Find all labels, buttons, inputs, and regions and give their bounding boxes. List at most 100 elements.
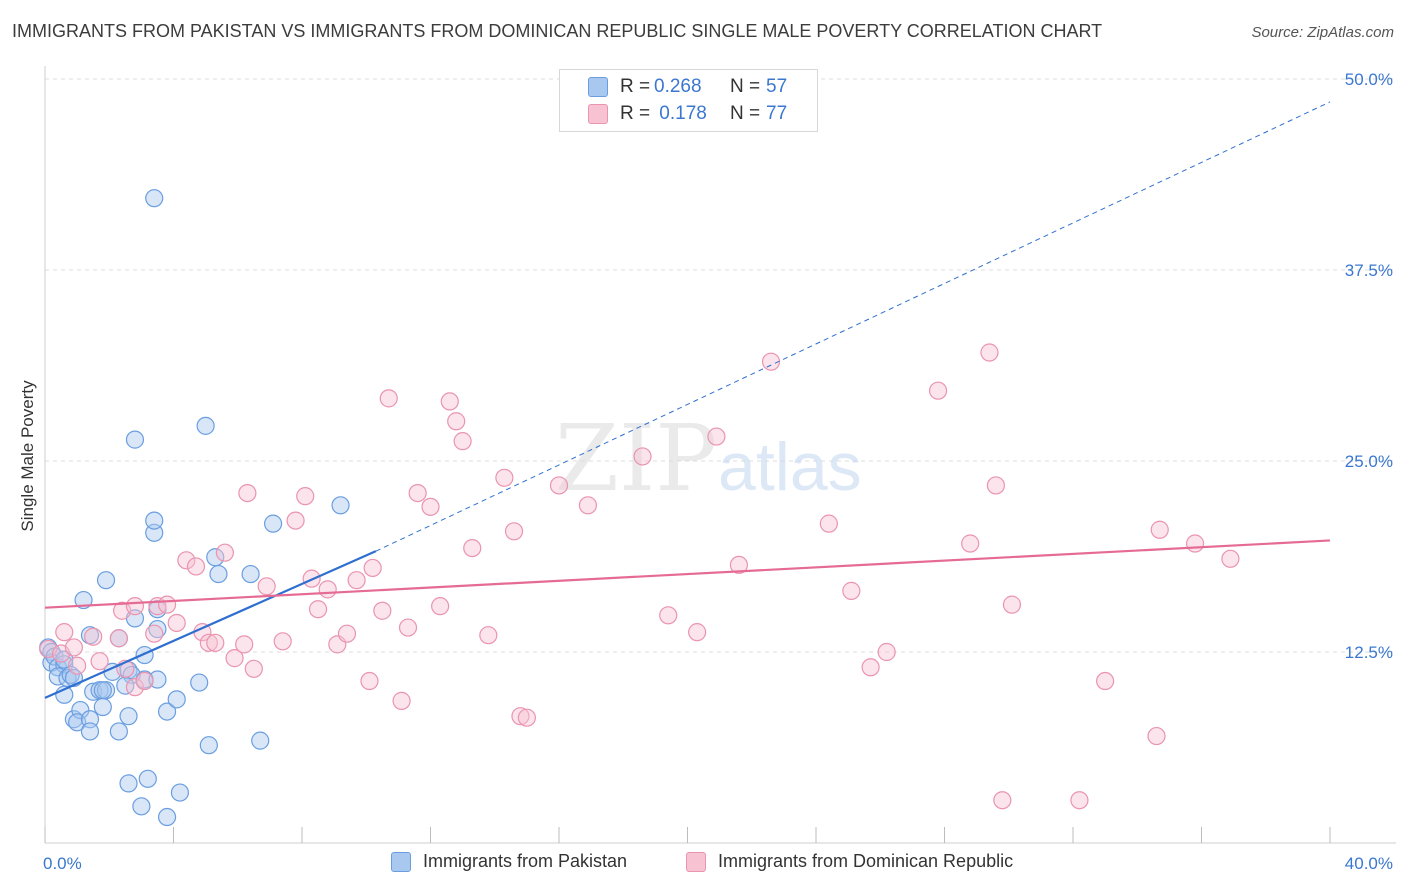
data-point [61, 665, 80, 685]
trend-lines [44, 101, 1331, 699]
data-point [157, 807, 177, 827]
data-point [206, 633, 225, 652]
data-point [447, 412, 466, 431]
data-point [119, 774, 138, 793]
data-point [986, 476, 1006, 495]
data-point [517, 708, 536, 727]
data-point [257, 577, 276, 596]
data-point [74, 590, 93, 610]
data-point [167, 613, 186, 633]
data-point [440, 392, 459, 411]
data-point [1150, 520, 1169, 539]
data-point [96, 571, 116, 590]
data-point [1221, 549, 1240, 568]
y-tick-label: 50.0% [1345, 70, 1393, 89]
legend-label-pakistan: Immigrants from Pakistan [423, 851, 628, 871]
x-tick-labels: 0.0% 40.0% [43, 854, 1393, 873]
watermark: ZIP atlas [555, 405, 862, 512]
source-label: Source: ZipAtlas.com [1251, 24, 1394, 41]
data-point [263, 514, 283, 533]
data-point [145, 511, 164, 530]
legend-item-dominican[interactable]: Immigrants from Dominican Republic [686, 851, 1013, 872]
data-point [495, 468, 514, 487]
stats-legend: R = 0.268 N = 57 R = 0.178 N = 77 [559, 69, 818, 132]
stats-r-value: 0.268 [654, 76, 702, 97]
data-point [504, 522, 524, 541]
series-dominican-points [39, 343, 1240, 810]
data-point [215, 543, 234, 562]
trend-line-extension [375, 101, 1331, 552]
stats-r-label: R = [620, 103, 651, 124]
data-point [135, 645, 154, 665]
data-point [819, 514, 838, 533]
data-point [138, 769, 157, 788]
data-point [93, 697, 112, 717]
data-point [55, 623, 74, 642]
stats-swatch-dominican [588, 104, 608, 124]
data-point [199, 633, 218, 652]
data-point [453, 432, 472, 451]
data-point [373, 601, 392, 620]
legend-swatch-pakistan [391, 851, 411, 872]
data-point [408, 483, 427, 503]
data-point [170, 783, 190, 802]
data-point [190, 673, 209, 692]
data-point [980, 343, 999, 362]
watermark-atlas: atlas [718, 429, 862, 505]
data-point [463, 538, 482, 558]
axes [44, 66, 1396, 844]
stats-n-value: 77 [766, 103, 788, 124]
data-point [347, 571, 366, 590]
trend-line [44, 539, 1331, 609]
legend-swatch-dominican [686, 851, 706, 872]
data-point [688, 623, 707, 642]
legend-item-pakistan[interactable]: Immigrants from Pakistan [391, 851, 627, 872]
data-point [1096, 671, 1115, 691]
data-point [421, 497, 440, 516]
data-point [109, 722, 128, 741]
data-point [125, 678, 145, 697]
data-point [659, 606, 678, 625]
data-point [1002, 595, 1022, 614]
data-point [379, 389, 398, 408]
data-point [186, 557, 206, 576]
data-point [877, 642, 896, 662]
data-point [90, 652, 109, 671]
watermark-zip: ZIP [555, 405, 717, 512]
data-point [479, 626, 498, 645]
data-point [511, 707, 530, 726]
stats-r-value: 0.178 [654, 103, 707, 124]
data-point [64, 710, 84, 729]
data-point [928, 381, 948, 400]
x-tick-label: 0.0% [43, 854, 82, 873]
data-point [80, 722, 100, 741]
stats-n-label: N = [730, 103, 761, 124]
stats-row-dominican: R = 0.178 N = 77 [560, 101, 817, 127]
data-point [961, 534, 980, 553]
stats-swatch-pakistan [588, 77, 608, 97]
data-point [235, 635, 254, 654]
data-point [157, 702, 177, 721]
data-point [729, 555, 749, 575]
data-point [93, 681, 112, 700]
data-point [244, 659, 263, 678]
data-point [331, 496, 350, 515]
data-point [177, 551, 196, 570]
data-point [209, 564, 228, 584]
y-tick-label: 12.5% [1345, 643, 1393, 662]
data-point [633, 447, 652, 466]
data-point [119, 707, 138, 726]
data-point [296, 487, 315, 506]
y-tick-label: 37.5% [1345, 261, 1393, 280]
data-point [125, 430, 145, 449]
data-point [578, 496, 598, 515]
stats-n-label: N = [730, 76, 761, 97]
data-point [157, 595, 177, 614]
data-point [318, 580, 337, 599]
data-point [132, 797, 151, 816]
data-point [206, 548, 225, 567]
y-tick-labels: 12.5% 25.0% 37.5% 50.0% [1345, 70, 1393, 662]
y-axis-label: Single Male Poverty [18, 380, 37, 532]
data-point [135, 671, 154, 691]
